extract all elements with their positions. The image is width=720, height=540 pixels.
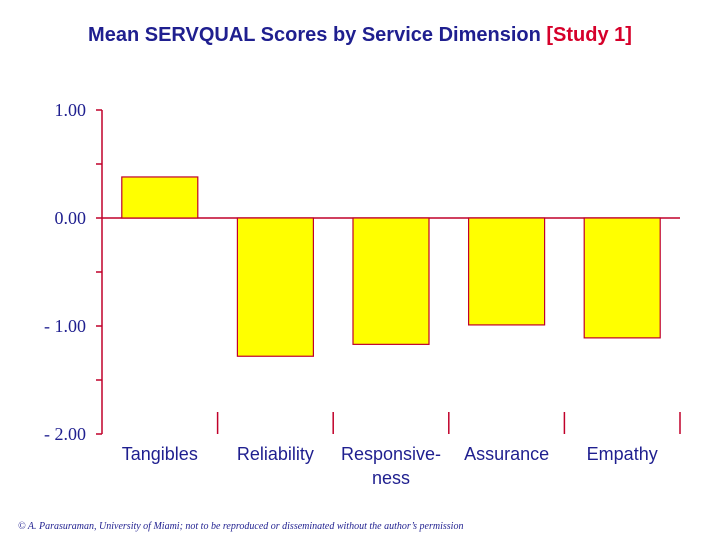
y-tick-label: 0.00 (55, 208, 87, 228)
y-tick-label: - 1.00 (44, 316, 86, 336)
bar (583, 217, 661, 339)
chart-title: Mean SERVQUAL Scores by Service Dimensio… (0, 24, 720, 47)
x-category-label: Assurance (464, 444, 549, 464)
x-category-label: Reliability (237, 444, 314, 464)
x-category-label: Tangibles (122, 444, 198, 464)
chart-title-study: [Study 1] (546, 24, 632, 46)
x-category-label: Empathy (587, 444, 658, 464)
y-tick-label: 1.00 (55, 100, 87, 120)
bar (236, 217, 314, 357)
copyright-footer: © A. Parasuraman, University of Miami; n… (18, 521, 464, 532)
x-category-label: ness (372, 468, 410, 488)
bar (468, 217, 546, 326)
x-category-label: Responsive- (341, 444, 441, 464)
bar (121, 176, 199, 219)
chart-title-main: Mean SERVQUAL Scores by Service Dimensio… (88, 24, 547, 46)
bar (352, 217, 430, 345)
y-tick-label: - 2.00 (44, 424, 86, 444)
